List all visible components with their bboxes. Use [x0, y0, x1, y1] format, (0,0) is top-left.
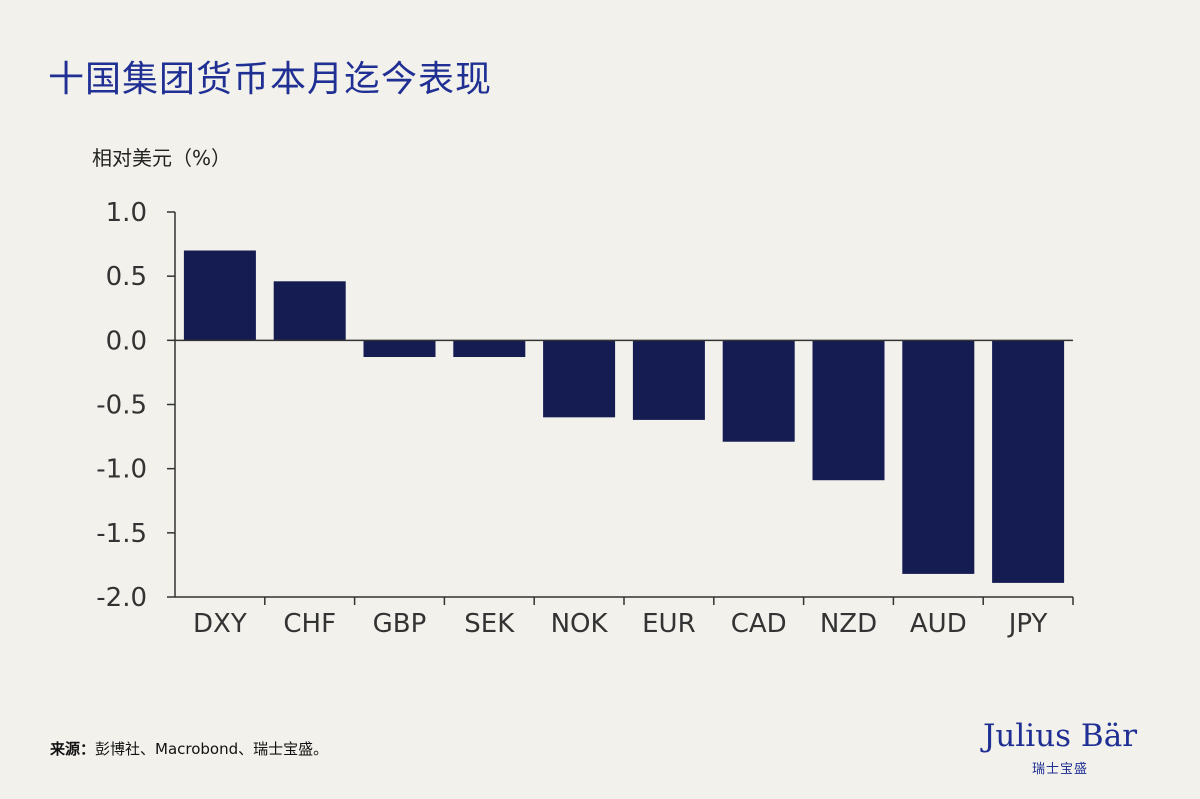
bar-nzd	[812, 340, 885, 481]
x-tick-label: EUR	[642, 609, 696, 639]
bar-gbp	[363, 340, 436, 358]
y-axis-label: 相对美元（%）	[92, 146, 232, 170]
julius-baer-logo: Julius Bär 瑞士宝盛	[974, 718, 1146, 777]
bar-aud	[902, 340, 975, 574]
bar-sek	[453, 340, 526, 358]
bar-chf	[273, 281, 346, 341]
source-note: 来源：彭博社、Macrobond、瑞士宝盛。	[50, 738, 328, 759]
y-tick-label: -1.0	[96, 455, 147, 485]
bar-cad	[722, 340, 795, 442]
y-tick-label: 0.5	[106, 262, 147, 292]
x-tick-label: AUD	[910, 609, 967, 639]
x-tick-label: NOK	[551, 609, 609, 639]
logo-name: Julius Bär	[982, 718, 1138, 754]
x-tick-label: SEK	[464, 609, 515, 639]
y-tick-label: -2.0	[96, 583, 147, 613]
y-tick-label: 1.0	[106, 198, 147, 228]
chart-title: 十国集团货币本月迄今表现	[48, 59, 493, 100]
source-text: 彭博社、Macrobond、瑞士宝盛。	[95, 740, 329, 758]
y-tick-label: 0.0	[106, 326, 147, 356]
x-tick-label: CHF	[283, 609, 336, 639]
bar-chart: DXY CHF GBP SEK NOK EUR CAD NZD AUD JPY 1.0 0.5 0.0 -…	[96, 198, 1074, 639]
x-tick-label: JPY	[1007, 609, 1048, 639]
x-tick-label: CAD	[731, 609, 787, 639]
bar-eur	[632, 340, 705, 420]
logo-sub: 瑞士宝盛	[1031, 762, 1088, 777]
y-tick-label: -1.5	[96, 519, 147, 549]
bar-dxy	[183, 250, 256, 341]
x-tick-label: NZD	[820, 609, 877, 639]
x-tick-label: DXY	[193, 609, 247, 639]
bar-nok	[543, 340, 616, 418]
y-tick-label: -0.5	[96, 391, 147, 421]
bar-jpy	[992, 340, 1065, 583]
x-tick-label: GBP	[373, 609, 427, 639]
source-label: 来源：	[50, 740, 96, 758]
